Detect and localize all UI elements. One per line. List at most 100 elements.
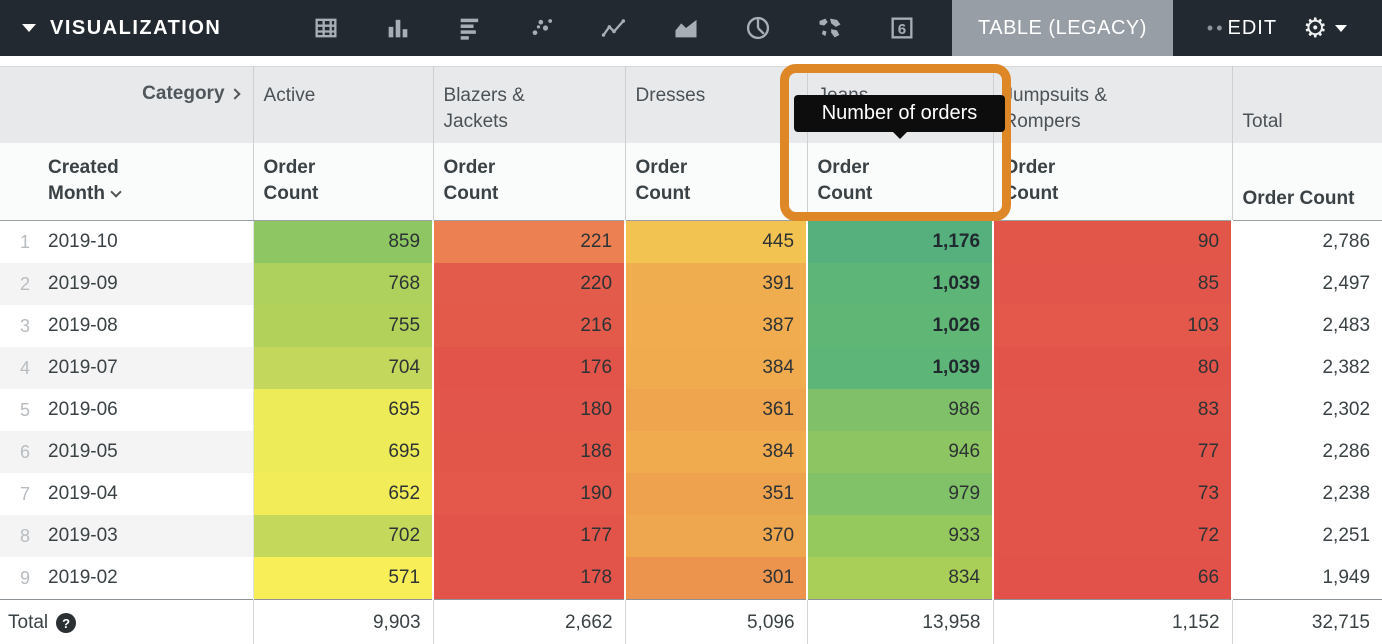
measure-cell[interactable]: 1,039: [807, 263, 995, 305]
measure-cell[interactable]: 301: [625, 557, 809, 600]
measure-cell[interactable]: 103: [993, 305, 1234, 347]
row-total-cell[interactable]: 2,786: [1232, 220, 1382, 263]
measure-cell[interactable]: 1,039: [807, 347, 995, 389]
measure-cell[interactable]: 177: [433, 515, 627, 557]
measure-cell[interactable]: 85: [993, 263, 1234, 305]
measure-cell[interactable]: 1,176: [807, 220, 995, 263]
measure-cell[interactable]: 387: [625, 305, 809, 347]
measure-cell[interactable]: 83: [993, 389, 1234, 431]
order-count-header[interactable]: Order Count: [253, 142, 434, 221]
measure-cell[interactable]: 834: [807, 557, 995, 600]
measure-cell[interactable]: 933: [807, 515, 995, 557]
visualization-toolbar: VISUALIZATION: [0, 0, 1382, 56]
measure-cell[interactable]: 702: [253, 515, 435, 557]
measure-cell[interactable]: 859: [253, 220, 435, 263]
dimension-cell[interactable]: 2019-04: [40, 473, 254, 515]
table-row: 2 2019-09 768 220 391 1,039 85 2,497: [0, 263, 1382, 305]
dimension-cell[interactable]: 2019-05: [40, 431, 254, 473]
measure-cell[interactable]: 186: [433, 431, 627, 473]
measure-cell[interactable]: 361: [625, 389, 809, 431]
order-count-header[interactable]: Order Count: [1232, 142, 1382, 221]
measure-cell[interactable]: 704: [253, 347, 435, 389]
measure-cell[interactable]: 946: [807, 431, 995, 473]
measure-cell[interactable]: 391: [625, 263, 809, 305]
measure-cell[interactable]: 370: [625, 515, 809, 557]
row-field-header[interactable]: Created Month: [0, 142, 254, 221]
sort-chevron-icon: [110, 186, 122, 198]
row-total-cell[interactable]: 2,497: [1232, 263, 1382, 305]
measure-cell[interactable]: 979: [807, 473, 995, 515]
row-field-label: Created Month: [48, 156, 119, 205]
row-number: 9: [19, 568, 30, 588]
order-count-header[interactable]: Order Count: [625, 142, 808, 221]
measure-cell[interactable]: 178: [433, 557, 627, 600]
total-column-header[interactable]: Total: [1232, 66, 1382, 143]
pivot-value-header[interactable]: Blazers & Jackets: [433, 66, 626, 143]
total-value-cell: 5,096: [625, 599, 808, 644]
settings-menu-button[interactable]: ⚙: [1303, 14, 1348, 42]
order-count-header[interactable]: Order Count: [993, 142, 1233, 221]
measure-cell[interactable]: 768: [253, 263, 435, 305]
tooltip-text: Number of orders: [821, 102, 978, 124]
pie-chart-icon[interactable]: [744, 14, 772, 42]
measure-cell[interactable]: 384: [625, 431, 809, 473]
order-count-header[interactable]: Order Count: [807, 142, 994, 221]
row-total-cell[interactable]: 2,286: [1232, 431, 1382, 473]
measure-cell[interactable]: 77: [993, 431, 1234, 473]
row-total-cell[interactable]: 2,302: [1232, 389, 1382, 431]
single-value-icon[interactable]: 6: [888, 14, 916, 42]
selected-viz-chip[interactable]: TABLE (LEGACY): [952, 0, 1173, 56]
order-count-header[interactable]: Order Count: [433, 142, 626, 221]
pivot-value-header[interactable]: Dresses: [625, 66, 808, 143]
measure-cell[interactable]: 220: [433, 263, 627, 305]
dimension-cell[interactable]: 2019-07: [40, 347, 254, 389]
measure-cell[interactable]: 445: [625, 220, 809, 263]
horizontal-bar-icon[interactable]: [456, 14, 484, 42]
area-chart-icon[interactable]: [672, 14, 700, 42]
measure-cell[interactable]: 176: [433, 347, 627, 389]
row-total-cell[interactable]: 2,483: [1232, 305, 1382, 347]
measure-cell[interactable]: 986: [807, 389, 995, 431]
measure-cell[interactable]: 1,026: [807, 305, 995, 347]
measure-cell[interactable]: 755: [253, 305, 435, 347]
measure-cell[interactable]: 652: [253, 473, 435, 515]
row-total-cell[interactable]: 2,238: [1232, 473, 1382, 515]
measure-cell[interactable]: 695: [253, 431, 435, 473]
pivot-value-header[interactable]: Active: [253, 66, 434, 143]
measure-cell[interactable]: 73: [993, 473, 1234, 515]
table-body: 1 2019-10 859 221 445 1,176 90 2,786 2 2019-09 768…: [0, 220, 1382, 600]
measure-cell[interactable]: 221: [433, 220, 627, 263]
edit-button[interactable]: EDIT: [1227, 16, 1278, 39]
measure-cell[interactable]: 66: [993, 557, 1234, 600]
help-icon[interactable]: ?: [56, 613, 77, 634]
row-total-cell[interactable]: 1,949: [1232, 557, 1382, 600]
bar-chart-icon[interactable]: [384, 14, 412, 42]
measure-cell[interactable]: 216: [433, 305, 627, 347]
dimension-cell[interactable]: 2019-08: [40, 305, 254, 347]
dimension-cell[interactable]: 2019-03: [40, 515, 254, 557]
pivot-field-header[interactable]: Category: [0, 66, 254, 143]
row-total-cell[interactable]: 2,251: [1232, 515, 1382, 557]
row-total-cell[interactable]: 2,382: [1232, 347, 1382, 389]
measure-cell[interactable]: 190: [433, 473, 627, 515]
dimension-cell[interactable]: 2019-02: [40, 557, 254, 600]
measure-cell[interactable]: 571: [253, 557, 435, 600]
measure-cell[interactable]: 72: [993, 515, 1234, 557]
dimension-cell[interactable]: 2019-10: [40, 220, 254, 263]
pivot-header-row: Category Active Blazers & Jackets Dresse…: [0, 66, 1382, 143]
scatter-icon[interactable]: [528, 14, 556, 42]
map-icon[interactable]: [816, 14, 844, 42]
measure-cell[interactable]: 180: [433, 389, 627, 431]
dimension-cell[interactable]: 2019-09: [40, 263, 254, 305]
measure-cell[interactable]: 90: [993, 220, 1234, 263]
table-icon[interactable]: [312, 14, 340, 42]
measure-cell[interactable]: 384: [625, 347, 809, 389]
measure-cell[interactable]: 351: [625, 473, 809, 515]
measure-cell[interactable]: 695: [253, 389, 435, 431]
dimension-cell[interactable]: 2019-06: [40, 389, 254, 431]
visualization-section-toggle[interactable]: VISUALIZATION: [22, 17, 274, 40]
line-chart-icon[interactable]: [600, 14, 628, 42]
measure-cell[interactable]: 80: [993, 347, 1234, 389]
pivot-value-header[interactable]: Jumpsuits & Rompers: [993, 66, 1233, 143]
pivot-table: Category Active Blazers & Jackets Dresse…: [0, 66, 1382, 644]
